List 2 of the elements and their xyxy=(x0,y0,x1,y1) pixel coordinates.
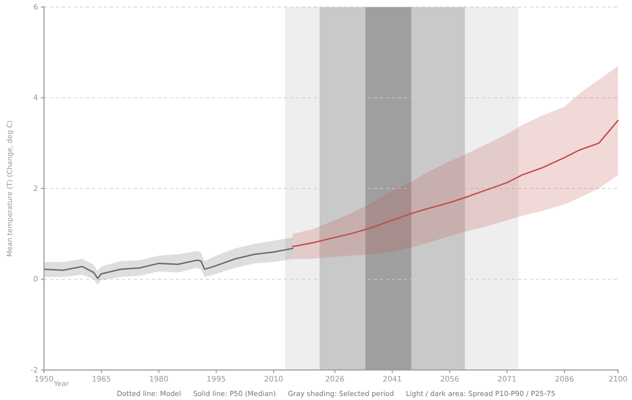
line-series xyxy=(292,120,619,248)
line-series xyxy=(43,248,294,280)
